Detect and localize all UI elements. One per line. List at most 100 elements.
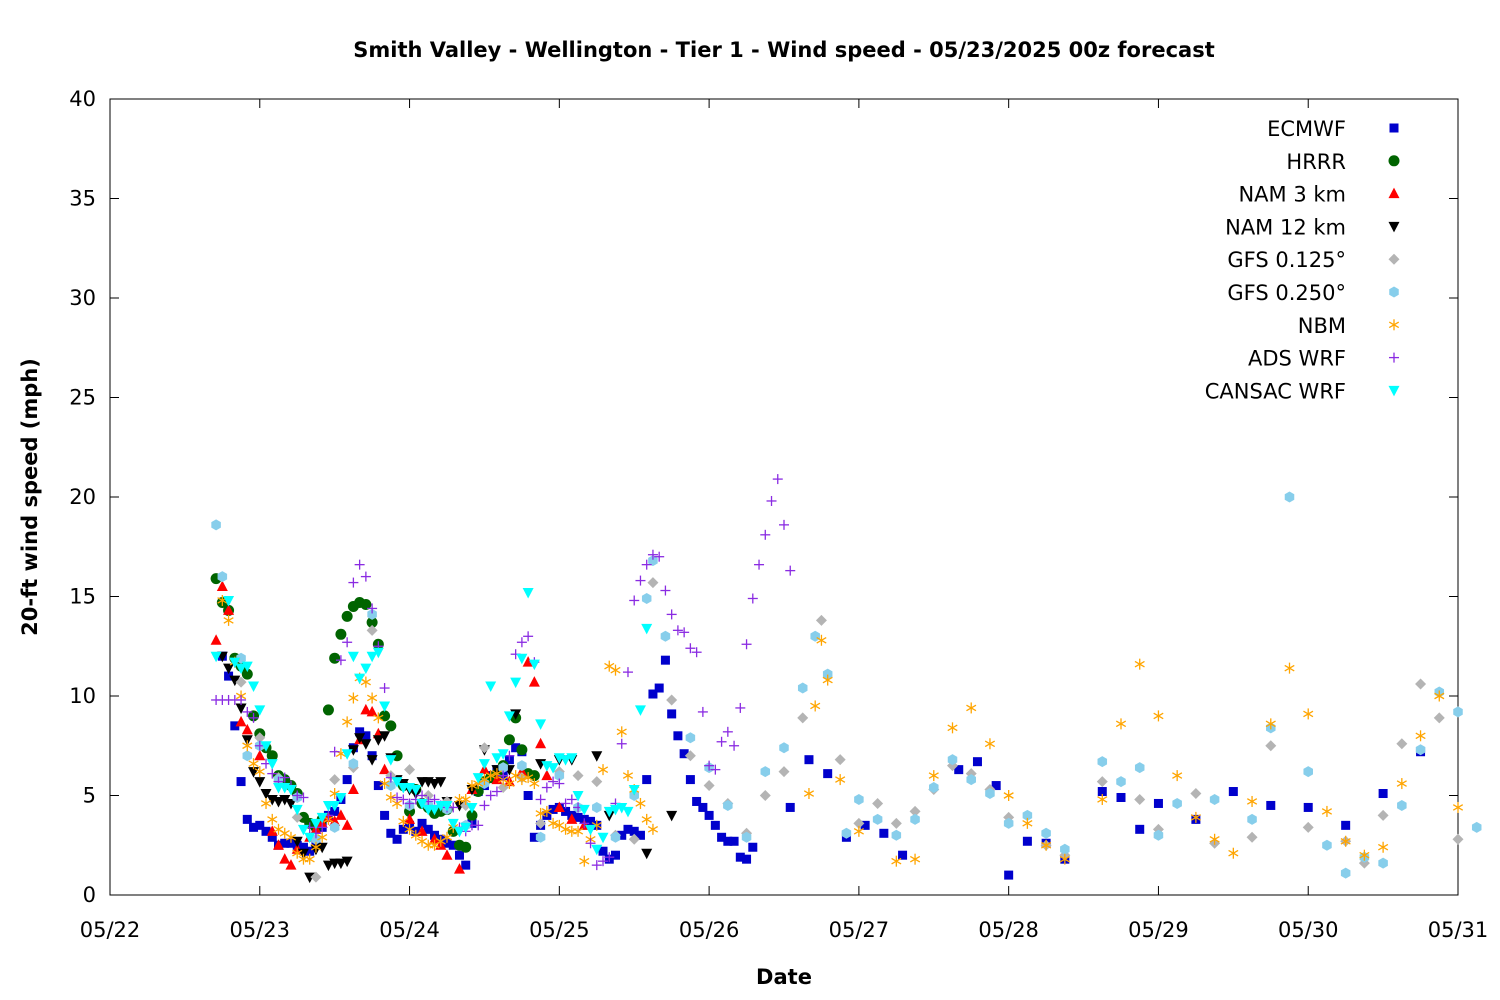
data-point (385, 720, 397, 732)
data-point (572, 770, 584, 782)
data-point (947, 722, 958, 734)
data-point (360, 676, 371, 688)
data-point (210, 634, 222, 645)
data-point (235, 663, 247, 675)
data-point (710, 820, 720, 830)
data-point (928, 770, 939, 782)
data-point (1303, 802, 1313, 812)
data-point (597, 764, 609, 776)
data-point (316, 812, 328, 824)
data-point (322, 860, 334, 872)
data-point (685, 643, 696, 654)
data-point (947, 754, 958, 766)
data-point (398, 815, 409, 827)
data-point (704, 760, 715, 771)
data-point (622, 770, 634, 782)
data-point (223, 614, 234, 626)
data-point (460, 799, 472, 811)
data-point (1265, 718, 1276, 730)
data-point (305, 846, 315, 856)
chart-title: Smith Valley - Wellington - Tier 1 - Win… (353, 38, 1214, 62)
data-point (803, 788, 815, 800)
data-point (797, 712, 809, 724)
data-point (1190, 788, 1202, 800)
data-point (461, 860, 471, 870)
data-point (223, 604, 235, 615)
y-tick-label: 40 (69, 87, 96, 111)
data-point (373, 781, 383, 791)
data-point (1341, 820, 1351, 830)
data-point (822, 668, 833, 680)
data-point (354, 673, 366, 685)
data-point (260, 789, 272, 800)
data-point (535, 817, 547, 829)
data-point (910, 813, 920, 825)
data-point (1434, 690, 1445, 702)
data-point (1322, 839, 1332, 851)
data-point (360, 739, 372, 750)
data-point (317, 822, 328, 833)
data-point (348, 577, 359, 588)
data-point (1190, 811, 1201, 823)
data-point (685, 732, 696, 744)
data-point (610, 831, 621, 843)
data-point (254, 777, 266, 788)
data-point (704, 810, 714, 820)
data-point (1340, 835, 1351, 847)
data-point (1452, 833, 1464, 845)
legend-label: GFS 0.250° (1227, 281, 1346, 305)
data-point (310, 871, 322, 883)
legend-label: NAM 3 km (1238, 183, 1346, 207)
data-point (1359, 849, 1370, 861)
data-point (1059, 853, 1070, 865)
data-point (236, 652, 246, 664)
data-point (722, 726, 733, 737)
data-point (516, 744, 528, 756)
data-point (442, 838, 452, 848)
data-point (453, 863, 465, 874)
data-point (267, 813, 278, 825)
data-point (366, 651, 378, 663)
data-point (692, 796, 702, 806)
data-point (291, 804, 303, 816)
data-point (347, 651, 359, 663)
data-point (679, 749, 689, 759)
data-point (241, 661, 253, 673)
data-point (348, 758, 359, 770)
data-point (398, 824, 408, 834)
data-point (603, 806, 615, 818)
data-point (660, 585, 671, 596)
data-point (635, 797, 646, 809)
data-point (1415, 744, 1426, 756)
data-point (578, 804, 590, 816)
data-point (641, 592, 652, 604)
data-point (441, 831, 453, 843)
data-point (523, 772, 534, 784)
data-point (511, 743, 521, 753)
data-point (617, 830, 627, 840)
data-point (254, 732, 266, 744)
data-point (991, 781, 1001, 791)
data-point (1302, 821, 1314, 833)
data-point (522, 656, 534, 667)
data-point (909, 853, 921, 865)
data-point (929, 782, 939, 794)
data-point (890, 817, 902, 829)
data-point (741, 639, 752, 650)
y-tick-label: 0 (83, 883, 96, 907)
data-point (435, 777, 447, 788)
data-point (335, 628, 347, 640)
y-tick-label: 15 (69, 585, 96, 609)
data-point (241, 723, 253, 735)
data-point (367, 608, 377, 620)
data-point (236, 777, 246, 787)
data-point (548, 804, 558, 814)
data-point (654, 683, 664, 693)
data-point (410, 829, 421, 841)
y-tick-label: 35 (69, 187, 96, 211)
data-point (548, 776, 559, 787)
data-point (561, 806, 571, 816)
data-point (329, 774, 341, 786)
data-point (267, 832, 277, 842)
data-point (641, 559, 652, 570)
